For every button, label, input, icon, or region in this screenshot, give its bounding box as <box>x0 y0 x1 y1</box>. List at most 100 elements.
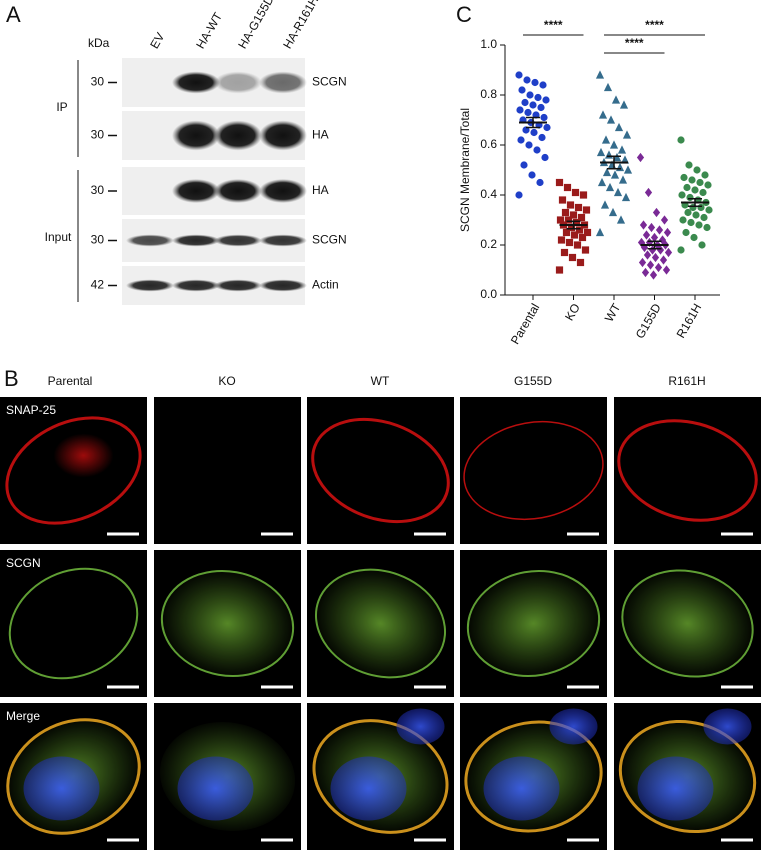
scgn-signal <box>8 567 139 680</box>
data-point <box>563 183 572 192</box>
data-point <box>662 265 671 275</box>
group-label: IP <box>56 100 67 114</box>
data-point <box>515 191 523 199</box>
data-point <box>572 218 581 227</box>
data-point <box>533 146 541 154</box>
data-point <box>595 70 605 79</box>
data-point <box>536 178 544 187</box>
data-point <box>581 246 590 254</box>
lane-label: HA-G155D <box>235 0 277 51</box>
data-point <box>623 165 633 174</box>
data-point <box>660 215 669 225</box>
blot-band <box>259 279 307 292</box>
data-point <box>699 188 707 197</box>
data-point <box>644 187 653 198</box>
micrograph <box>614 397 761 544</box>
panel-letter: C <box>456 2 472 27</box>
y-tick-label: 0.0 <box>480 287 497 301</box>
data-point <box>652 207 661 218</box>
micrograph <box>154 397 301 544</box>
column-heading: G155D <box>514 374 552 388</box>
data-point <box>579 191 588 199</box>
data-point <box>576 258 585 267</box>
nucleus <box>703 708 752 745</box>
blot-band <box>172 120 220 151</box>
data-point <box>526 91 534 99</box>
scgn-signal <box>621 569 754 678</box>
panel-letter: B <box>4 366 19 391</box>
data-point <box>677 246 685 254</box>
data-point <box>528 171 536 179</box>
band-label: HA <box>312 128 329 142</box>
data-point <box>605 182 615 192</box>
data-point <box>696 178 704 187</box>
data-point <box>574 203 583 212</box>
scgn-signal <box>466 570 601 677</box>
data-point <box>685 161 693 169</box>
micrograph <box>307 397 454 544</box>
data-point <box>621 192 631 202</box>
significance-label: **** <box>645 18 664 32</box>
scgn-signal <box>314 568 447 679</box>
data-point <box>649 270 658 280</box>
band-label: HA <box>312 183 329 197</box>
data-point <box>564 216 573 224</box>
data-point <box>565 238 574 247</box>
data-point <box>534 93 542 102</box>
data-point <box>603 82 613 92</box>
data-point <box>604 150 614 159</box>
data-point <box>655 225 664 235</box>
data-point <box>679 216 687 224</box>
data-point <box>571 188 580 197</box>
data-point <box>647 222 656 233</box>
data-point <box>646 260 655 270</box>
blot-band <box>172 279 220 292</box>
nucleus <box>637 756 714 821</box>
data-point <box>562 228 571 237</box>
blot-band <box>172 179 220 203</box>
data-point <box>517 136 525 144</box>
row-label: SCGN <box>6 556 41 570</box>
data-point <box>659 255 668 265</box>
y-tick-label: 0.6 <box>480 137 497 151</box>
column-heading: WT <box>371 374 390 388</box>
panel-letter: A <box>6 2 21 27</box>
data-point <box>614 122 624 132</box>
blot-band <box>172 71 220 94</box>
data-point <box>611 95 621 104</box>
lane-label: EV <box>147 30 167 51</box>
nucleus <box>23 756 100 821</box>
data-point <box>622 130 632 139</box>
row-label: Merge <box>6 709 40 723</box>
data-point <box>531 78 539 87</box>
blot-band <box>259 71 307 94</box>
y-tick-label: 0.4 <box>480 187 497 201</box>
data-point <box>641 267 650 278</box>
mw-marker: 30 <box>91 128 105 142</box>
data-point <box>537 103 545 112</box>
data-point <box>642 230 651 240</box>
band-label: Actin <box>312 278 339 292</box>
data-point <box>701 171 709 179</box>
lane-label: HA-R161H <box>280 0 321 51</box>
data-point <box>683 183 691 192</box>
data-point <box>656 245 665 255</box>
data-point <box>618 175 628 184</box>
data-point <box>583 228 592 237</box>
data-point <box>692 211 700 219</box>
mw-marker: 30 <box>91 233 105 247</box>
nucleus <box>549 708 598 745</box>
mw-marker: 30 <box>91 183 105 197</box>
nucleus <box>330 756 407 821</box>
data-point <box>518 86 526 94</box>
scgn-signal <box>160 570 295 677</box>
data-point <box>543 123 551 132</box>
data-point <box>613 187 623 197</box>
micrograph <box>460 397 607 544</box>
data-point <box>608 207 618 217</box>
data-point <box>600 200 610 209</box>
data-point <box>539 81 547 89</box>
data-point <box>515 71 523 79</box>
y-tick-label: 1.0 <box>480 37 497 51</box>
